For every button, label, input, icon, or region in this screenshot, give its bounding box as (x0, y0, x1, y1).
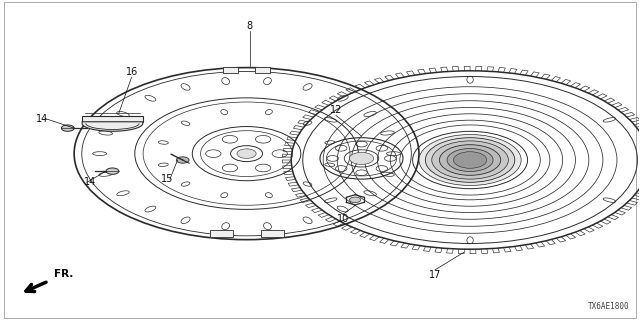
Text: 10: 10 (337, 214, 349, 224)
Polygon shape (82, 122, 143, 131)
Text: 16: 16 (125, 67, 138, 77)
Circle shape (426, 138, 515, 182)
Circle shape (419, 134, 521, 186)
Text: 8: 8 (246, 21, 253, 31)
Circle shape (447, 148, 493, 172)
Circle shape (106, 168, 119, 174)
Text: TX6AE1800: TX6AE1800 (588, 302, 630, 311)
Text: 14: 14 (36, 114, 49, 124)
Text: 14: 14 (84, 177, 96, 187)
Circle shape (176, 157, 189, 163)
Circle shape (237, 149, 256, 158)
Text: 17: 17 (429, 270, 441, 280)
Circle shape (454, 152, 486, 168)
Circle shape (61, 125, 74, 131)
Text: 12: 12 (330, 105, 342, 116)
Circle shape (349, 152, 374, 164)
Circle shape (349, 197, 361, 203)
Text: 15: 15 (161, 174, 173, 184)
FancyBboxPatch shape (82, 116, 143, 122)
Text: FR.: FR. (54, 268, 73, 278)
Circle shape (440, 145, 500, 175)
FancyBboxPatch shape (223, 67, 238, 73)
Circle shape (432, 141, 508, 179)
FancyBboxPatch shape (255, 67, 270, 73)
FancyBboxPatch shape (209, 230, 232, 237)
FancyBboxPatch shape (260, 230, 284, 237)
